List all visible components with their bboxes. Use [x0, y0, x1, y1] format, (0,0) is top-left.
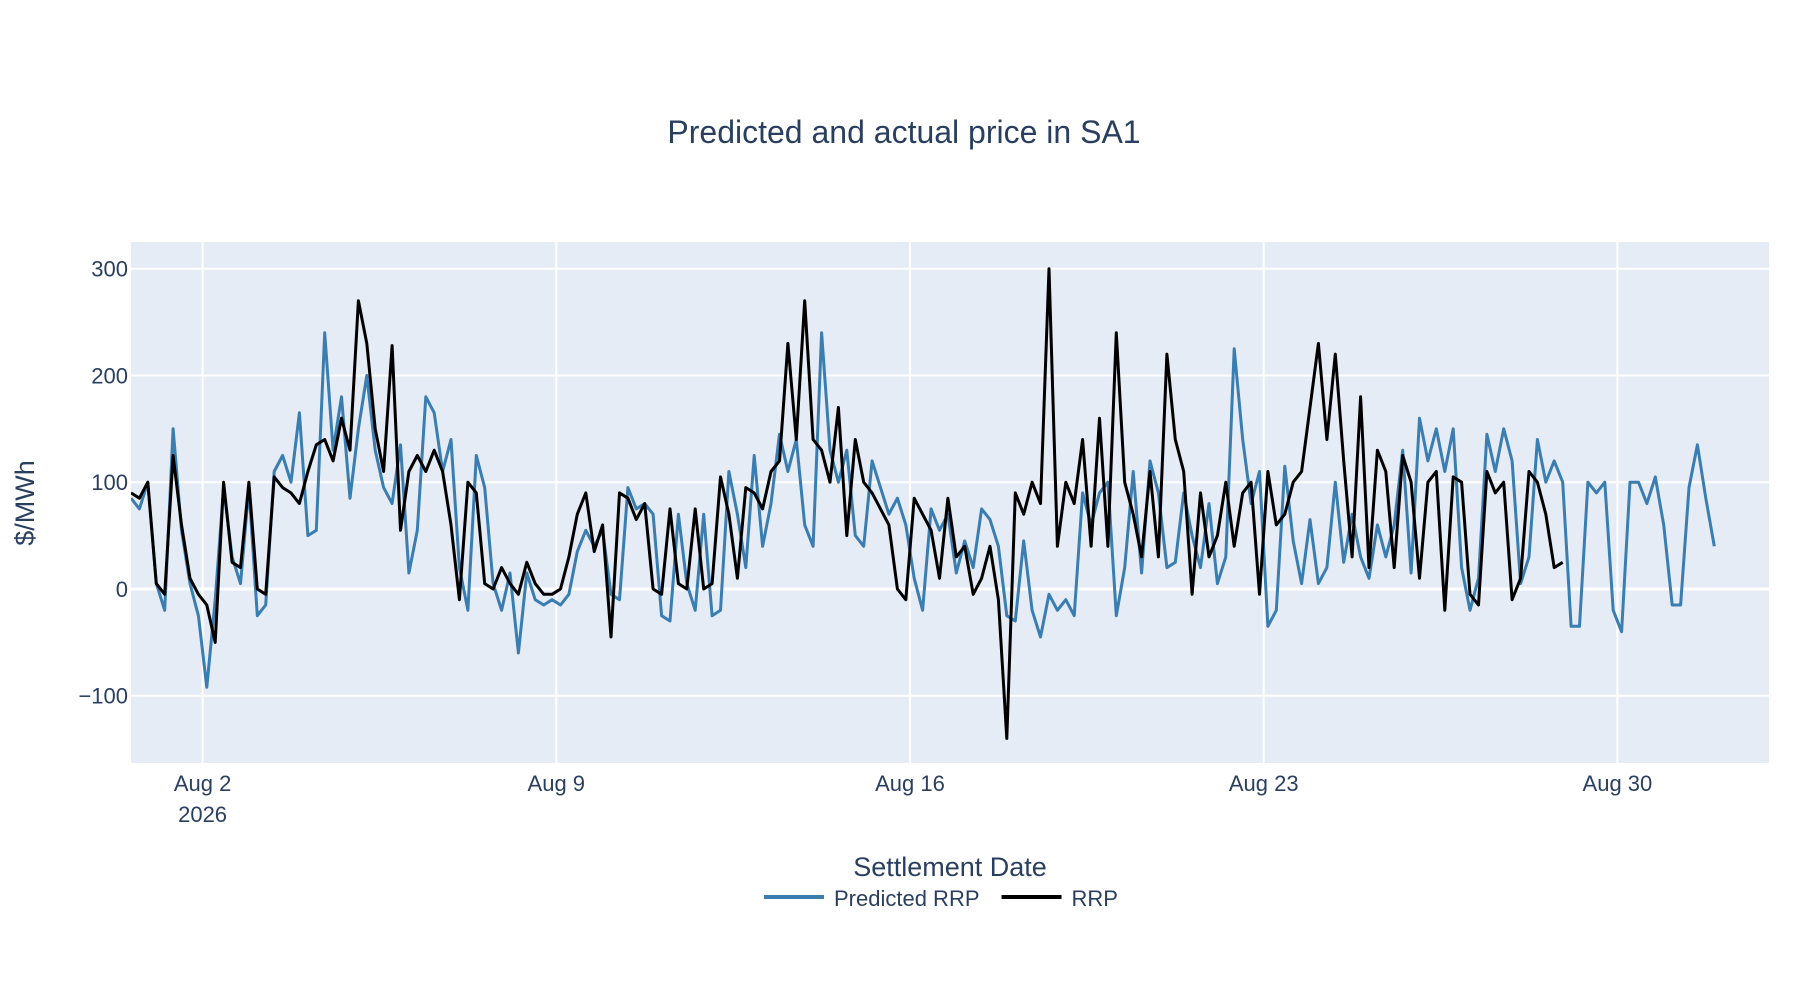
y-axis-title: $/MWh: [10, 460, 40, 546]
legend-label-predicted-rrp: Predicted RRP: [834, 886, 980, 911]
x-tick-labels: Aug 2 2026 Aug 9 Aug 16 Aug 23 Aug 30: [174, 771, 1652, 827]
x-axis-title: Settlement Date: [853, 852, 1047, 882]
series-layer: [131, 267, 1716, 740]
legend-label-rrp: RRP: [1072, 886, 1118, 911]
chart-title: Predicted and actual price in SA1: [667, 114, 1140, 150]
y-tick-label: 0: [116, 577, 128, 602]
x-tick-sublabel: 2026: [178, 802, 227, 827]
series-line-predicted-rrp: [131, 331, 1716, 689]
y-tick-label: 200: [91, 363, 128, 388]
y-tick-label: 100: [91, 470, 128, 495]
legend: Predicted RRP RRP: [764, 886, 1118, 911]
x-tick-label: Aug 16: [875, 771, 945, 796]
x-tick-label: Aug 9: [528, 771, 586, 796]
y-tick-label: 300: [91, 257, 128, 282]
x-gridlines: [201, 242, 1619, 763]
x-tick-label: Aug 2: [174, 771, 232, 796]
y-tick-label: −100: [78, 684, 128, 709]
x-tick-label: Aug 23: [1229, 771, 1299, 796]
y-tick-labels: 300 200 100 0 −100: [78, 257, 128, 709]
x-tick-label: Aug 30: [1583, 771, 1653, 796]
series-line-rrp: [131, 267, 1564, 740]
